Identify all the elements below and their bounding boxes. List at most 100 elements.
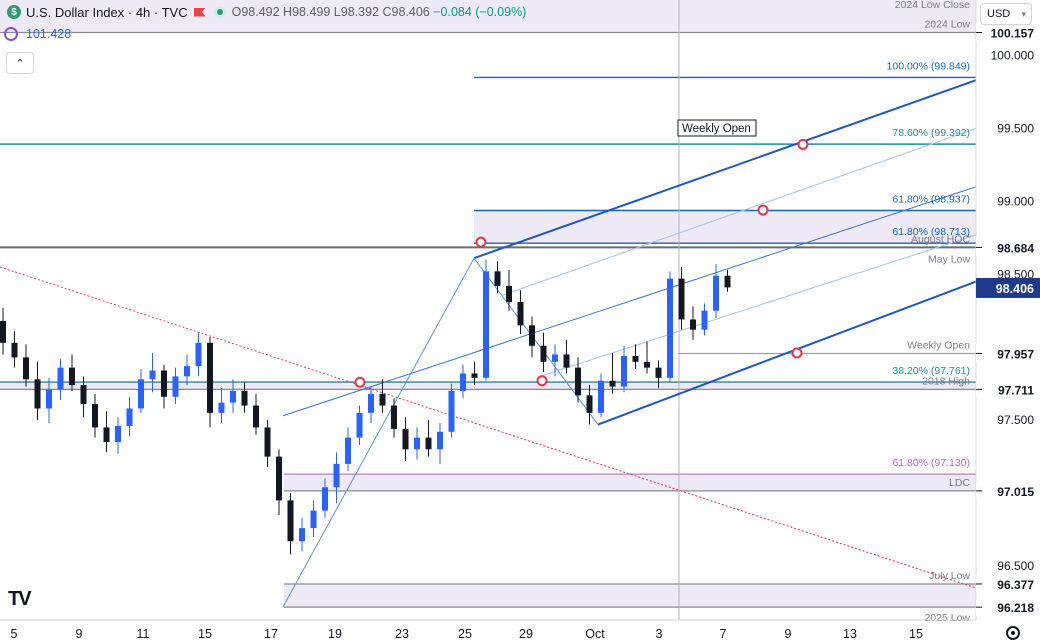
candle-body-38: [437, 431, 443, 450]
candle-body-5: [57, 367, 64, 390]
time-tick-12: 9: [785, 627, 792, 641]
time-tick-0: 5: [11, 627, 18, 641]
time-tick-4: 17: [264, 627, 278, 641]
candle-body-35: [402, 428, 409, 450]
fib-label-4: 38.20% (97.761): [892, 365, 970, 377]
candle-body-7: [80, 385, 87, 405]
price-tick-1: 99.500: [997, 121, 1034, 135]
axis-level-value-1: 98.684: [997, 241, 1034, 255]
time-tick-6: 23: [395, 627, 409, 641]
pivot-marker-4: [797, 138, 809, 150]
ohlc-readout: O98.492 H98.499 L98.392 C98.406 −0.084 (…: [232, 5, 527, 19]
candle-body-24: [276, 456, 282, 501]
axis-badge-bg-5: [976, 574, 1040, 593]
candle-body-12: [138, 379, 144, 409]
axis-level-value-0: 100.157: [991, 27, 1035, 41]
indicator-legend[interactable]: 101.428: [4, 27, 71, 41]
time-tick-3: 15: [198, 627, 212, 641]
weekly-open-annotation-box: [677, 119, 757, 137]
candle-body-20: [230, 390, 236, 403]
symbol-title[interactable]: U.S. Dollar Index · 4h · TVC: [26, 4, 188, 20]
level-label-5: July Low: [929, 570, 970, 582]
candle-body-39: [448, 390, 455, 432]
zone-label-1: May Low: [928, 254, 970, 266]
candle-body-43: [494, 271, 501, 286]
candle-body-58: [667, 278, 673, 378]
candle-body-59: [678, 278, 685, 320]
price-tick-0: 100.000: [991, 48, 1035, 62]
pivot-marker-2: [536, 375, 548, 387]
price-zone-1: [474, 210, 976, 244]
time-tick-8: 29: [519, 627, 533, 641]
candle-body-26: [299, 528, 305, 542]
level-label-1: August HOC: [911, 233, 970, 245]
fib-label-2: 61.80% (98.937): [892, 194, 970, 206]
candle-body-53: [609, 380, 616, 387]
axis-badge-bg-3: [976, 380, 1040, 399]
candle-body-52: [598, 380, 604, 413]
time-tick-1: 9: [76, 627, 83, 641]
pivot-marker-0: [475, 236, 487, 248]
candle-body-22: [253, 405, 259, 428]
settings-gear-icon[interactable]: [1006, 626, 1020, 640]
candle-body-45: [517, 301, 524, 326]
candle-body-55: [632, 355, 639, 362]
pivot-marker-3: [757, 204, 769, 216]
open-value: O98.492: [231, 5, 280, 19]
candle-body-3: [34, 379, 41, 409]
axis-level-value-2: 97.957: [997, 347, 1034, 361]
chart-legend: $ U.S. Dollar Index · 4h · TVC O98.492 H…: [0, 0, 526, 24]
close-value: C98.406: [382, 5, 430, 19]
time-tick-11: 7: [720, 627, 727, 641]
candle-body-21: [241, 390, 248, 406]
tradingview-logo[interactable]: TV: [8, 588, 32, 610]
pivot-marker-1: [354, 376, 366, 388]
candle-body-44: [506, 285, 512, 302]
time-tick-7: 25: [458, 627, 472, 641]
price-zone-4: [284, 583, 976, 608]
price-zone-3: [284, 474, 976, 491]
axis-badge-bg-6: [976, 598, 1040, 617]
trendline-6: [539, 234, 977, 377]
time-tick-10: 3: [656, 627, 663, 641]
trendline-2: [597, 280, 977, 426]
level-label-4: LDC: [949, 477, 970, 489]
level-label-3: 2018 High: [922, 375, 970, 387]
currency-selector[interactable]: USD ▾: [980, 3, 1032, 25]
candle-body-9: [103, 427, 110, 443]
trendline-4: [282, 186, 977, 417]
candle-body-48: [552, 354, 558, 362]
candle-body-13: [149, 370, 156, 380]
candle-body-1: [11, 342, 18, 358]
change-value: −0.084 (−0.09%): [433, 5, 527, 19]
downtrend-dotted-line: [0, 266, 977, 589]
price-zone-2: [0, 382, 976, 390]
price-zone-0: [0, 0, 976, 33]
pivot-marker-5: [791, 347, 803, 359]
candle-body-8: [92, 404, 98, 428]
candle-body-0: [0, 320, 6, 343]
candle-body-18: [207, 342, 213, 413]
low-value: L98.392: [333, 5, 379, 19]
candle-body-16: [184, 366, 190, 377]
axis-level-value-3: 97.711: [998, 383, 1034, 397]
trendline-5: [499, 127, 977, 297]
time-tick-5: 19: [328, 627, 342, 641]
level-label-6: 2025 Low: [924, 612, 970, 624]
candle-body-14: [161, 370, 167, 397]
zone-label-0: 2024 Low Close: [895, 0, 970, 11]
fib-label-0: 100.00% (99.849): [887, 60, 970, 72]
axis-level-value-4: 97.015: [997, 485, 1034, 499]
collapse-legend-button[interactable]: ⌃: [6, 52, 34, 74]
candle-body-23: [264, 427, 271, 457]
candle-body-49: [563, 354, 570, 368]
candle-body-50: [575, 367, 581, 396]
candle-body-41: [471, 373, 478, 378]
level-label-0: 2024 Low: [924, 19, 970, 31]
fib-label-1: 78.60% (99.392): [892, 127, 970, 139]
dollar-icon: $: [7, 5, 21, 19]
trendline-1: [473, 79, 977, 260]
flag-icon[interactable]: [193, 7, 206, 17]
candle-body-31: [356, 412, 363, 438]
